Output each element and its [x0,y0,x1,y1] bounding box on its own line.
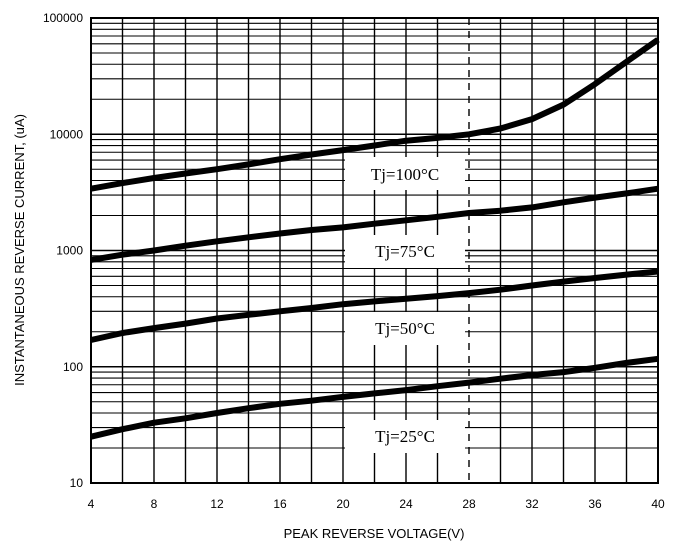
series-labels: Tj=100°C Tj=75°C Tj=50°C Tj=25°C [345,157,465,453]
x-axis-label: PEAK REVERSE VOLTAGE(V) [284,526,465,541]
series-line-3 [90,355,659,440]
x-tick-label-32: 32 [525,497,539,511]
series-label-box-25 [345,420,465,453]
y-tick-label-10: 10 [70,476,84,490]
series-line-0 [90,37,660,192]
series-label-tj-50: Tj=50°C [375,319,435,338]
x-tick-label-16: 16 [273,497,287,511]
y-tick-label-10000: 10000 [50,127,84,141]
series-label-tj-25: Tj=25°C [375,427,435,446]
x-tick-label-24: 24 [399,497,413,511]
series-line-2 [90,268,659,343]
x-tick-label-20: 20 [336,497,350,511]
series-label-box-75 [345,235,465,268]
grid [91,18,658,483]
y-tick-label-1000: 1000 [56,244,83,258]
y-axis-label: INSTANTANEOUS REVERSE CURRENT, (uA) [12,114,27,386]
x-tick-label-4: 4 [88,497,95,511]
x-tick-label-40: 40 [651,497,665,511]
series-line-1 [90,185,659,263]
x-tick-label-8: 8 [151,497,158,511]
series-label-tj-75: Tj=75°C [375,242,435,261]
plot-frame [90,17,659,484]
y-tick-label-100: 100 [63,360,83,374]
series-label-tj-100: Tj=100°C [371,165,439,184]
y-tick-label-100000: 100000 [43,11,83,25]
x-tick-label-28: 28 [462,497,476,511]
x-tick-label-12: 12 [210,497,224,511]
tick-labels: 4 8 12 16 20 24 28 32 36 40 10 100 1000 10000 100000 [43,11,665,511]
series-label-box-100 [345,157,465,190]
series-curves [90,37,660,440]
x-tick-label-36: 36 [588,497,602,511]
series-label-box-50 [345,312,465,345]
